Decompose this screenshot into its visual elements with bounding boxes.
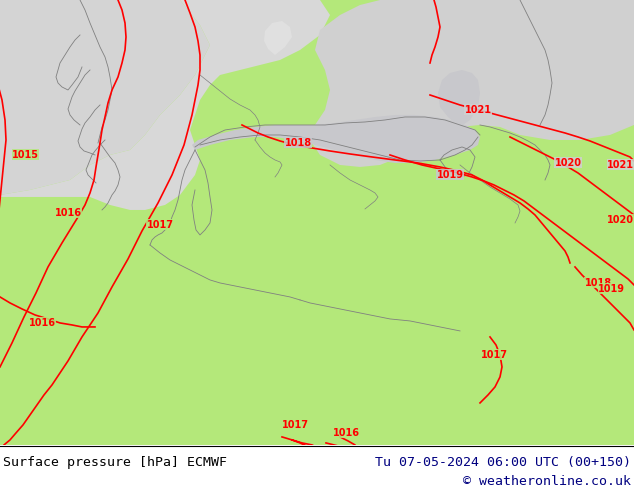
Text: 1019: 1019 xyxy=(598,284,625,294)
Polygon shape xyxy=(0,0,210,195)
Text: 1018: 1018 xyxy=(585,278,612,288)
Text: 1019: 1019 xyxy=(436,170,463,180)
Text: 1017: 1017 xyxy=(481,350,507,360)
Text: 1016: 1016 xyxy=(332,428,359,438)
Text: 1017: 1017 xyxy=(146,220,174,230)
Polygon shape xyxy=(0,0,330,210)
Text: 1021: 1021 xyxy=(465,105,491,115)
Text: 1016: 1016 xyxy=(29,318,56,328)
Text: Surface pressure [hPa] ECMWF: Surface pressure [hPa] ECMWF xyxy=(3,456,227,469)
Text: 1020: 1020 xyxy=(555,158,581,168)
Text: 1017: 1017 xyxy=(281,420,309,430)
Polygon shape xyxy=(438,70,480,127)
Polygon shape xyxy=(192,115,480,163)
Text: 1021: 1021 xyxy=(607,160,634,170)
Text: Tu 07-05-2024 06:00 UTC (00+150): Tu 07-05-2024 06:00 UTC (00+150) xyxy=(375,456,631,469)
Text: 1015: 1015 xyxy=(12,150,39,160)
Text: © weatheronline.co.uk: © weatheronline.co.uk xyxy=(463,475,631,488)
Polygon shape xyxy=(310,0,634,167)
Text: 1020: 1020 xyxy=(607,215,634,225)
Text: 1018: 1018 xyxy=(285,138,311,148)
Polygon shape xyxy=(264,21,292,55)
Text: 1016: 1016 xyxy=(55,208,82,218)
